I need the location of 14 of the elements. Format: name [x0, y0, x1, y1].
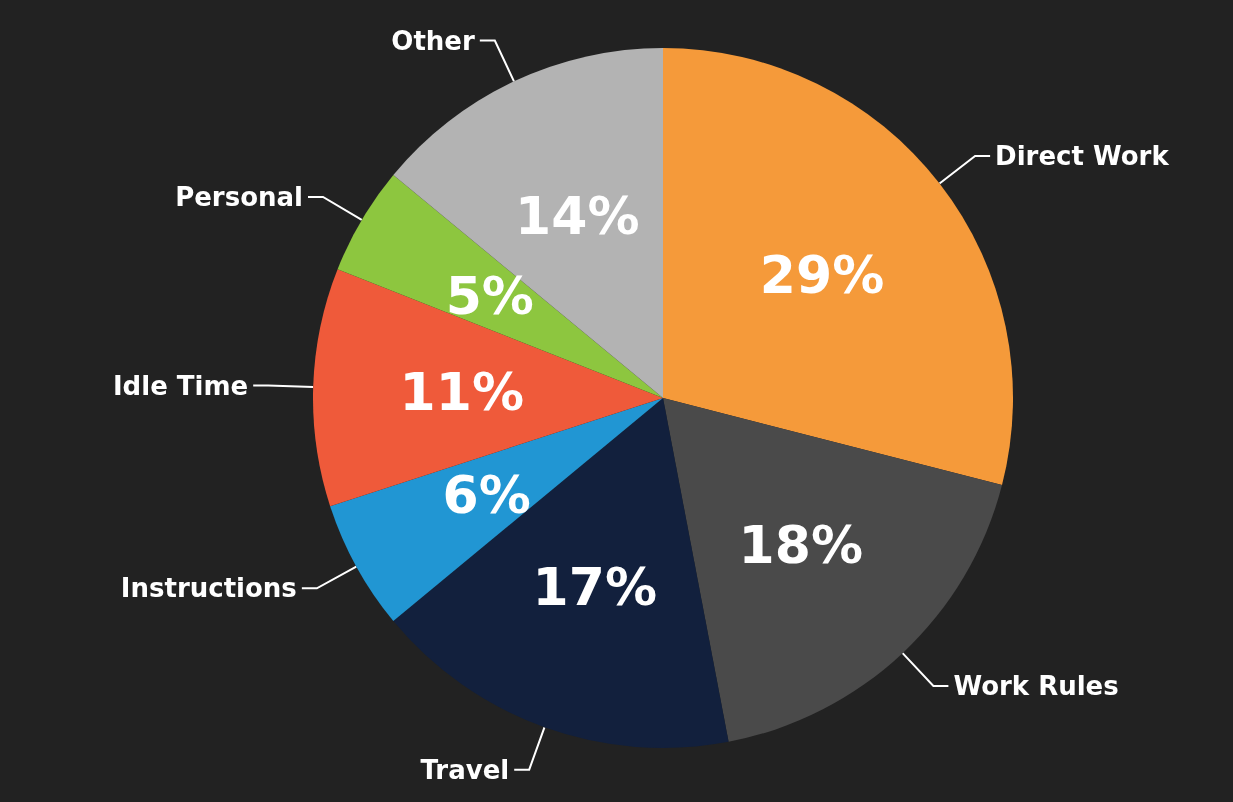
slice-label: Instructions	[120, 573, 297, 604]
data-label: 29%	[759, 244, 885, 305]
slice-label: Direct Work	[995, 140, 1170, 171]
slice-label: Other	[391, 25, 475, 56]
data-label: 11%	[399, 361, 525, 422]
slice-label: Work Rules	[953, 670, 1119, 701]
data-label: 14%	[515, 185, 640, 246]
data-label: 6%	[442, 464, 531, 525]
data-label: 18%	[738, 514, 863, 575]
data-label: 17%	[532, 557, 658, 618]
slice-label: Travel	[420, 754, 510, 785]
slice-label: Personal	[175, 181, 304, 212]
slice-label: Idle Time	[112, 370, 249, 401]
data-label: 5%	[445, 265, 534, 326]
